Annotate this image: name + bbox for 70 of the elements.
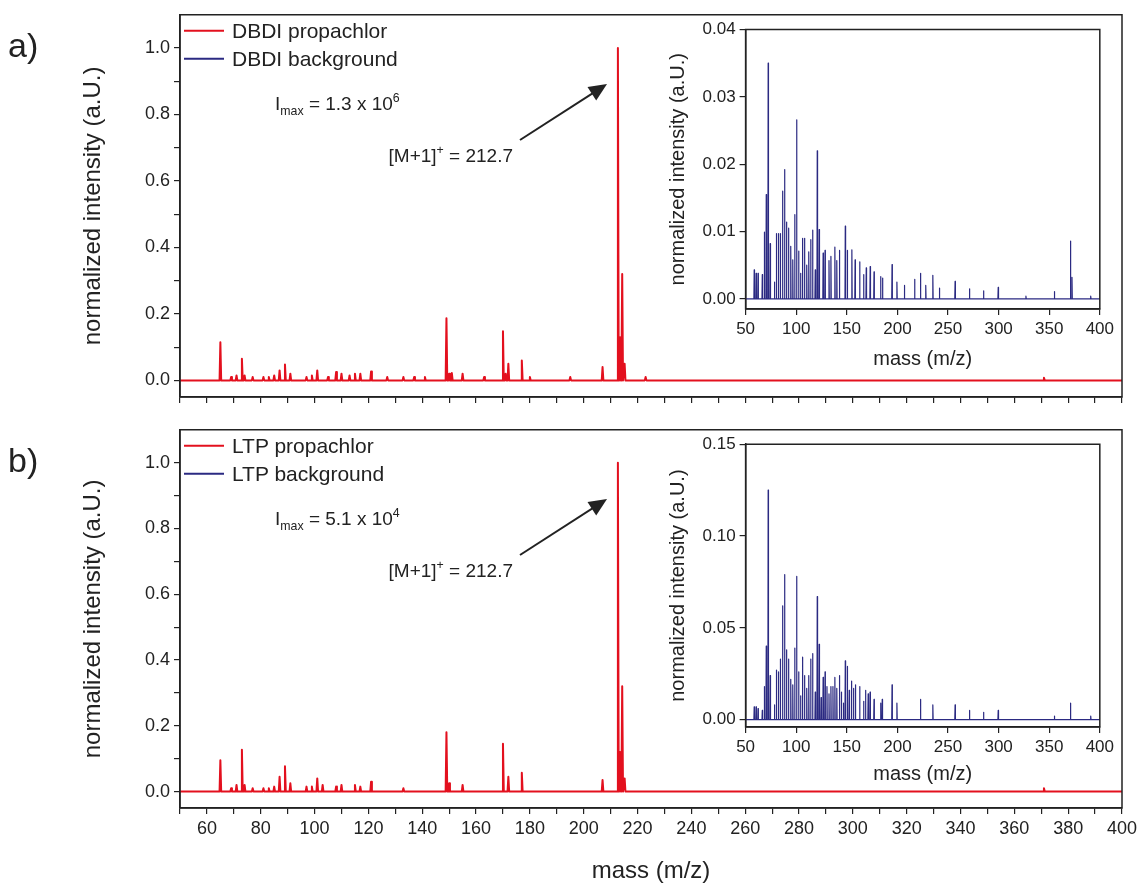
y-tick-label: 0.4: [144, 236, 170, 257]
x-tick-label: 300: [984, 736, 1013, 756]
y-tick-label: 0.8: [144, 517, 170, 538]
x-tick-label: 200: [883, 318, 912, 338]
x-tick-label: 140: [407, 817, 438, 838]
x-tick-label: 60: [196, 817, 217, 838]
x-tick-label: 80: [250, 817, 271, 838]
annotation: [M+1]+ = 212.7: [388, 142, 513, 166]
x-tick-label: 400: [1085, 318, 1115, 338]
y-axis-title: normalized intensity (a.U.): [78, 66, 106, 346]
y-tick-label: 0.0: [144, 780, 170, 801]
x-tick-label: 400: [1106, 817, 1138, 838]
chart-title: a): [8, 26, 39, 64]
x-tick-label: 250: [933, 736, 963, 756]
x-axis-title: mass (m/z): [873, 346, 973, 369]
x-tick-label: 250: [933, 318, 963, 338]
annotation: [M+1]+ = 212.7: [388, 557, 513, 581]
x-tick-label: 240: [676, 817, 707, 838]
x-tick-label: 160: [461, 817, 492, 838]
y-axis-title: normalized intensity (a.U.): [665, 53, 688, 286]
x-tick-label: 150: [832, 318, 861, 338]
x-tick-label: 50: [736, 318, 756, 338]
y-tick-label: 0.00: [702, 709, 736, 729]
legend-label: DBDI propachlor: [232, 18, 388, 42]
y-tick-label: 0.8: [144, 103, 170, 124]
y-tick-label: 0.2: [144, 714, 170, 735]
x-tick-label: 200: [883, 736, 912, 756]
y-tick-label: 0.00: [702, 288, 736, 308]
y-tick-label: 0.2: [144, 302, 170, 323]
x-tick-label: 120: [353, 817, 384, 838]
legend-label: DBDI background: [232, 46, 398, 70]
x-tick-label: 360: [999, 817, 1030, 838]
y-tick-label: 0.02: [702, 153, 736, 173]
y-tick-label: 0.0: [144, 369, 170, 390]
y-tick-label: 0.05: [702, 617, 736, 637]
x-tick-label: 400: [1085, 736, 1115, 756]
y-axis-title: normalized intensity (a.U.): [665, 469, 688, 702]
y-tick-label: 0.10: [702, 525, 736, 545]
legend-label: LTP propachlor: [232, 433, 374, 457]
x-tick-label: 50: [736, 736, 756, 756]
y-tick-label: 0.01: [702, 221, 736, 241]
x-tick-label: 340: [945, 817, 976, 838]
x-tick-label: 380: [1053, 817, 1084, 838]
y-tick-label: 0.4: [144, 648, 170, 669]
x-tick-label: 100: [782, 318, 811, 338]
x-tick-label: 260: [730, 817, 761, 838]
y-tick-label: 1.0: [144, 37, 170, 57]
x-tick-label: 100: [299, 817, 330, 838]
y-tick-label: 1.0: [144, 451, 170, 472]
x-tick-label: 200: [568, 817, 599, 838]
x-tick-label: 350: [1035, 318, 1064, 338]
y-tick-label: 0.15: [702, 433, 736, 453]
legend-label: LTP background: [232, 461, 385, 485]
y-tick-label: 0.04: [702, 19, 736, 39]
x-tick-label: 100: [782, 736, 811, 756]
x-tick-label: 180: [514, 817, 545, 838]
x-tick-label: 300: [984, 318, 1013, 338]
x-axis-title: mass (m/z): [873, 761, 973, 784]
x-tick-label: 350: [1035, 736, 1064, 756]
y-tick-label: 0.6: [144, 169, 170, 190]
y-tick-label: 0.6: [144, 583, 170, 604]
y-axis-title: normalized intensity (a.U.): [78, 479, 106, 759]
x-tick-label: 220: [622, 817, 653, 838]
x-tick-label: 280: [784, 817, 815, 838]
x-tick-label: 320: [891, 817, 922, 838]
x-tick-label: 300: [837, 817, 868, 838]
x-axis-title: mass (m/z): [591, 856, 711, 884]
x-tick-label: 150: [832, 736, 861, 756]
y-tick-label: 0.03: [702, 86, 736, 106]
chart-title: b): [8, 441, 39, 479]
